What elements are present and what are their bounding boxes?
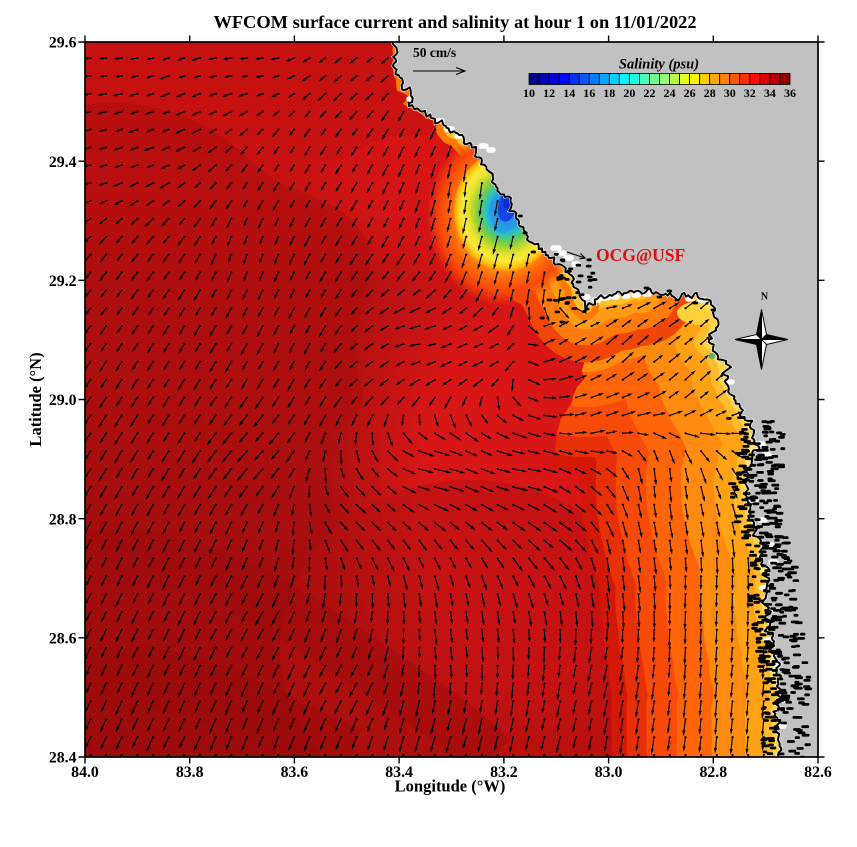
svg-text:82.6: 82.6 [804, 764, 832, 781]
svg-text:Latitude (°N): Latitude (°N) [26, 352, 45, 446]
svg-text:Longitude (°W): Longitude (°W) [395, 777, 506, 796]
svg-text:28.6: 28.6 [49, 630, 77, 647]
svg-text:29.0: 29.0 [49, 392, 77, 409]
svg-text:14: 14 [563, 86, 575, 100]
svg-text:28.8: 28.8 [49, 511, 77, 528]
svg-text:83.8: 83.8 [176, 764, 204, 781]
svg-text:36: 36 [784, 86, 796, 100]
svg-text:32: 32 [744, 86, 756, 100]
svg-text:82.8: 82.8 [699, 764, 727, 781]
svg-text:30: 30 [724, 86, 736, 100]
svg-text:83.6: 83.6 [281, 764, 309, 781]
svg-text:29.2: 29.2 [49, 273, 77, 290]
svg-text:26: 26 [684, 86, 696, 100]
svg-text:20: 20 [623, 86, 635, 100]
svg-text:34: 34 [764, 86, 776, 100]
svg-text:50 cm/s: 50 cm/s [413, 45, 456, 60]
svg-text:29.6: 29.6 [49, 35, 77, 52]
svg-text:83.2: 83.2 [490, 764, 518, 781]
svg-text:22: 22 [644, 86, 656, 100]
svg-text:N: N [761, 292, 769, 303]
svg-text:12: 12 [543, 86, 555, 100]
svg-text:83.0: 83.0 [595, 764, 623, 781]
svg-text:83.4: 83.4 [385, 764, 413, 781]
svg-text:16: 16 [583, 86, 595, 100]
svg-text:10: 10 [523, 86, 535, 100]
svg-text:29.4: 29.4 [49, 154, 77, 171]
svg-text:24: 24 [664, 86, 676, 100]
svg-text:84.0: 84.0 [71, 764, 99, 781]
svg-text:18: 18 [603, 86, 615, 100]
svg-text:28.4: 28.4 [49, 750, 77, 767]
svg-text:WFCOM surface current and sali: WFCOM surface current and salinity at ho… [213, 12, 696, 32]
svg-text:28: 28 [704, 86, 716, 100]
svg-text:OCG@USF: OCG@USF [596, 245, 685, 265]
svg-text:Salinity (psu): Salinity (psu) [619, 57, 699, 73]
